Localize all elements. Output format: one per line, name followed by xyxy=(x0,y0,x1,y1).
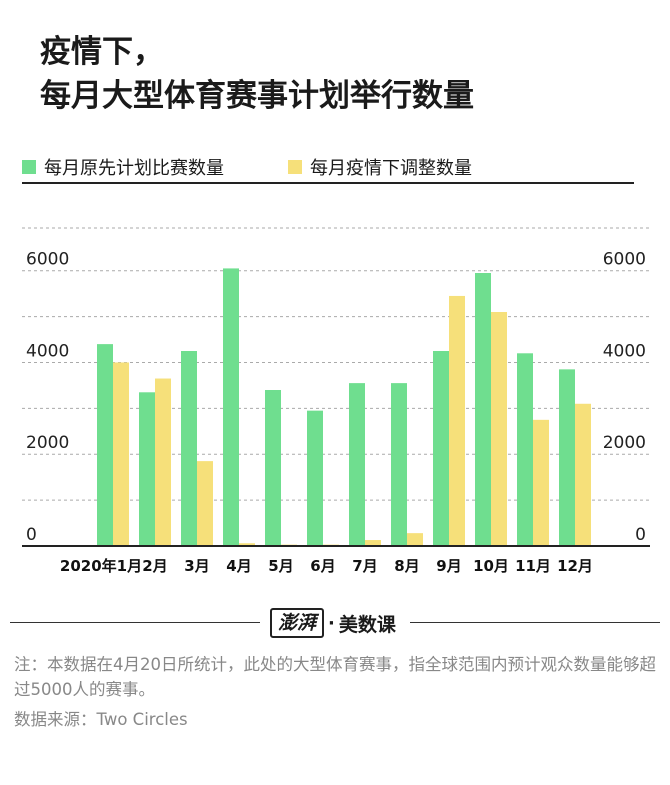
bar-planned xyxy=(307,410,323,546)
x-tick-label: 9月 xyxy=(436,557,461,575)
y-tick-label-right: 6000 xyxy=(603,250,646,270)
divider-right xyxy=(410,622,660,623)
bar-planned xyxy=(559,369,575,546)
bar-adjusted xyxy=(113,362,129,546)
logo-dot: · xyxy=(328,612,335,634)
legend-swatch-adjusted xyxy=(288,160,302,174)
chart-title: 疫情下， 每月大型体育赛事计划举行数量 xyxy=(40,30,474,118)
logo-sub: 美数课 xyxy=(338,613,396,636)
legend-item-adjusted: 每月疫情下调整数量 xyxy=(288,154,472,180)
y-tick-label-left: 4000 xyxy=(26,341,69,361)
bar-adjusted xyxy=(239,543,255,546)
y-tick-label-left: 2000 xyxy=(26,433,69,453)
bar-planned xyxy=(265,390,281,546)
bar-adjusted xyxy=(533,419,549,546)
x-tick-label: 4月 xyxy=(226,557,251,575)
bar-planned xyxy=(475,273,491,546)
x-tick-label: 11月 xyxy=(515,557,551,575)
bar-planned xyxy=(181,351,197,546)
legend-label-planned: 每月原先计划比赛数量 xyxy=(44,158,224,179)
x-tick-label: 2月 xyxy=(142,557,167,575)
x-tick-label: 7月 xyxy=(352,557,377,575)
x-tick-label: 2020年1月 xyxy=(60,557,142,575)
x-tick-label: 12月 xyxy=(557,557,593,575)
x-tick-label: 10月 xyxy=(473,557,509,575)
bar-planned xyxy=(517,353,533,546)
bar-adjusted xyxy=(155,378,171,546)
bar-planned xyxy=(139,392,155,546)
legend-swatch-planned xyxy=(22,160,36,174)
y-tick-label-right: 2000 xyxy=(603,433,646,453)
bar-adjusted xyxy=(365,540,381,546)
brand-logo: 澎湃 · 美数课 xyxy=(270,606,396,640)
bar-adjusted xyxy=(491,312,507,546)
bar-planned xyxy=(349,383,365,546)
bar-planned xyxy=(97,344,113,546)
bar-planned xyxy=(433,351,449,546)
bar-planned xyxy=(391,383,407,546)
legend-item-planned: 每月原先计划比赛数量 xyxy=(22,154,224,180)
y-tick-label-left: 6000 xyxy=(26,250,69,270)
x-tick-label: 5月 xyxy=(268,557,293,575)
x-tick-label: 3月 xyxy=(184,557,209,575)
x-tick-label: 8月 xyxy=(394,557,419,575)
footnote: 注：本数据在4月20日所统计，此处的大型体育赛事，指全球范围内预计观众数量能够超… xyxy=(14,655,656,699)
bar-adjusted xyxy=(449,295,465,546)
bar-adjusted xyxy=(197,461,213,546)
logo-brand: 澎湃 xyxy=(270,608,325,638)
y-tick-label-left: 0 xyxy=(26,525,37,545)
legend-label-adjusted: 每月疫情下调整数量 xyxy=(310,158,472,179)
legend: 每月原先计划比赛数量 每月疫情下调整数量 xyxy=(22,146,634,184)
bar-chart: 2020年1月 2月 3月 4月 5月 6月 7月 8月 9月 10月 11月 12月 0 0 2000 20… xyxy=(22,227,650,575)
divider-left xyxy=(10,622,260,623)
title-line-1: 疫情下， xyxy=(40,34,164,70)
y-tick-label-right: 4000 xyxy=(603,341,646,361)
bar-planned xyxy=(223,268,239,546)
bar-adjusted xyxy=(407,533,423,546)
bar-adjusted xyxy=(575,403,591,546)
title-line-2: 每月大型体育赛事计划举行数量 xyxy=(40,78,474,114)
y-tick-label-right: 0 xyxy=(635,525,646,545)
x-tick-label: 6月 xyxy=(310,557,335,575)
data-source: 数据来源：Two Circles xyxy=(14,710,188,729)
